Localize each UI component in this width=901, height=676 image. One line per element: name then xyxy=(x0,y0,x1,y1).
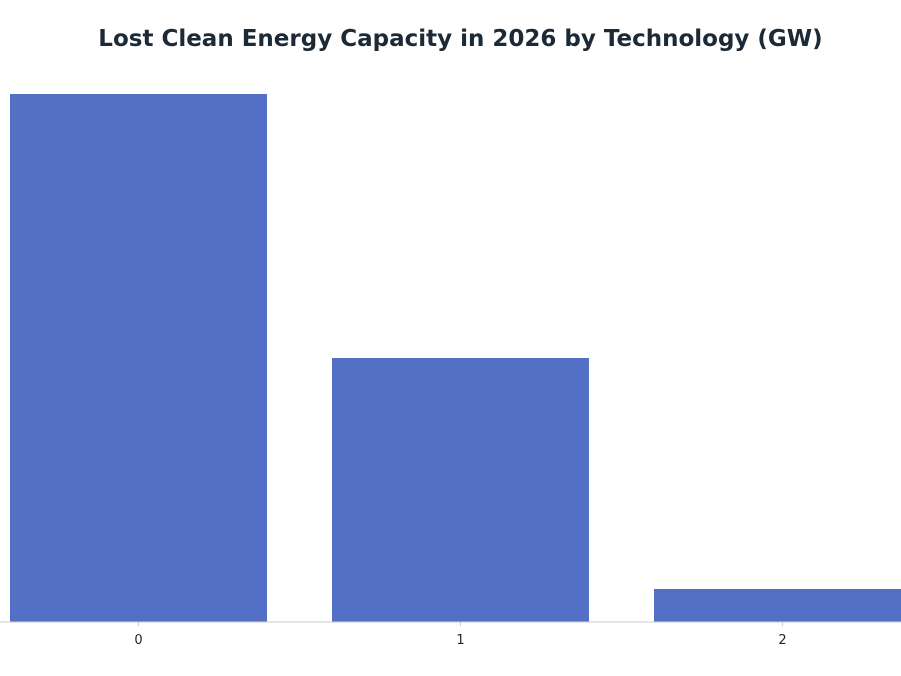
x-tick-label: 1 xyxy=(456,633,464,648)
x-ticks-group: 0 1 2 xyxy=(134,622,787,648)
x-tick-label: 2 xyxy=(778,633,786,648)
bars-group xyxy=(10,94,901,622)
bar-1 xyxy=(332,358,589,622)
x-tick-label: 0 xyxy=(134,633,142,648)
bar-2 xyxy=(654,589,901,622)
chart-title: Lost Clean Energy Capacity in 2026 by Te… xyxy=(98,26,823,52)
bar-0 xyxy=(10,94,267,622)
